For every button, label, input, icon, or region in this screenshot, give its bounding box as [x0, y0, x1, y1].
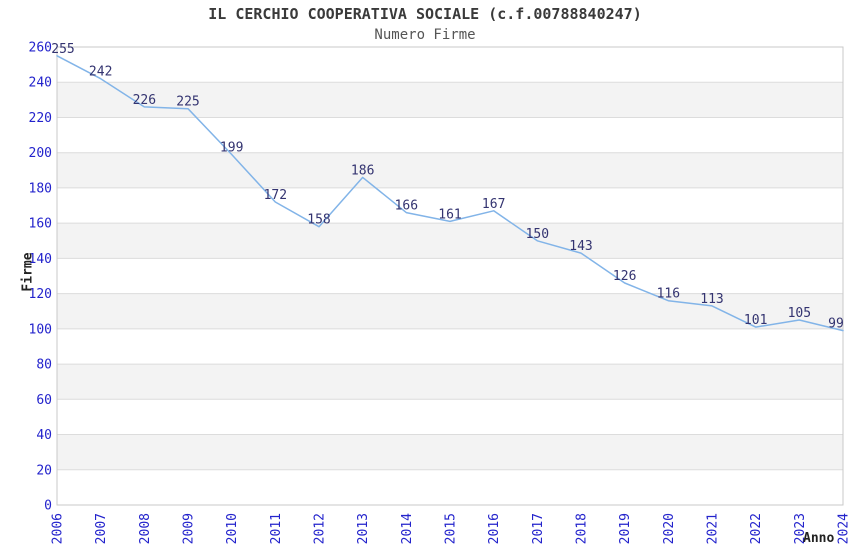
y-tick-label: 180	[29, 181, 52, 196]
data-label: 161	[438, 207, 461, 222]
x-tick-label: 2006	[51, 513, 66, 544]
x-tick-label: 2015	[444, 513, 459, 544]
y-tick-label: 60	[36, 393, 52, 408]
y-tick-label: 220	[29, 111, 52, 126]
data-label: 105	[788, 306, 811, 321]
data-label: 113	[700, 292, 723, 307]
series-line	[56, 55, 844, 332]
data-label: 116	[657, 287, 680, 302]
y-tick-label: 120	[29, 287, 52, 302]
x-tick-label: 2018	[575, 513, 590, 544]
grid-band	[57, 152, 843, 188]
data-label: 126	[613, 269, 636, 284]
x-tick-label: 2019	[618, 513, 633, 544]
x-tick-label: 2012	[313, 513, 328, 544]
x-axis-label: Anno	[803, 531, 835, 546]
x-tick-label: 2013	[356, 513, 371, 544]
y-tick-label: 200	[29, 146, 52, 161]
x-tick-label: 2021	[706, 513, 721, 544]
y-tick-label: 100	[29, 322, 52, 337]
y-tick-label: 260	[29, 41, 52, 56]
plot-border	[56, 46, 844, 506]
data-label: 101	[744, 313, 767, 328]
y-tick-label: 140	[29, 252, 52, 267]
y-tick-label: 20	[36, 463, 52, 478]
data-label: 99	[828, 317, 844, 332]
y-tick-label: 160	[29, 217, 52, 232]
x-tick-label: 2010	[225, 513, 240, 544]
x-tick-label: 2007	[94, 513, 109, 544]
data-label: 199	[220, 140, 243, 155]
data-label: 167	[482, 197, 505, 212]
data-label: 242	[89, 65, 112, 80]
data-label: 158	[307, 213, 330, 228]
x-tick-label: 2014	[400, 513, 415, 544]
x-tick-label: 2009	[182, 513, 197, 544]
y-tick-label: 0	[44, 499, 52, 514]
y-tick-label: 40	[36, 428, 52, 443]
x-tick-label: 2024	[837, 513, 850, 544]
x-tick-label: 2022	[749, 513, 764, 544]
x-tick-label: 2011	[269, 513, 284, 544]
x-tick-label: 2017	[531, 513, 546, 544]
data-label: 166	[395, 199, 418, 214]
x-tick-label: 2020	[662, 513, 677, 544]
x-tick-label: 2023	[793, 513, 808, 544]
data-label: 226	[133, 93, 156, 108]
data-label: 143	[569, 239, 592, 254]
data-label: 255	[51, 42, 74, 57]
data-label: 186	[351, 163, 374, 178]
x-tick-label: 2016	[487, 513, 502, 544]
y-tick-label: 240	[29, 76, 52, 91]
grid-band	[57, 364, 843, 400]
grid-band	[57, 82, 843, 118]
data-label: 150	[526, 227, 549, 242]
grid-band	[57, 223, 843, 259]
y-axis-label: Firme	[20, 252, 36, 292]
chart-title: IL CERCHIO COOPERATIVA SOCIALE (c.f.0078…	[208, 5, 642, 23]
chart-subtitle: Numero Firme	[374, 27, 476, 43]
grid-band	[57, 434, 843, 470]
data-label: 225	[176, 95, 199, 110]
grid-band	[57, 293, 843, 329]
data-label: 172	[264, 188, 287, 203]
y-tick-label: 80	[36, 358, 52, 373]
x-tick-label: 2008	[138, 513, 153, 544]
